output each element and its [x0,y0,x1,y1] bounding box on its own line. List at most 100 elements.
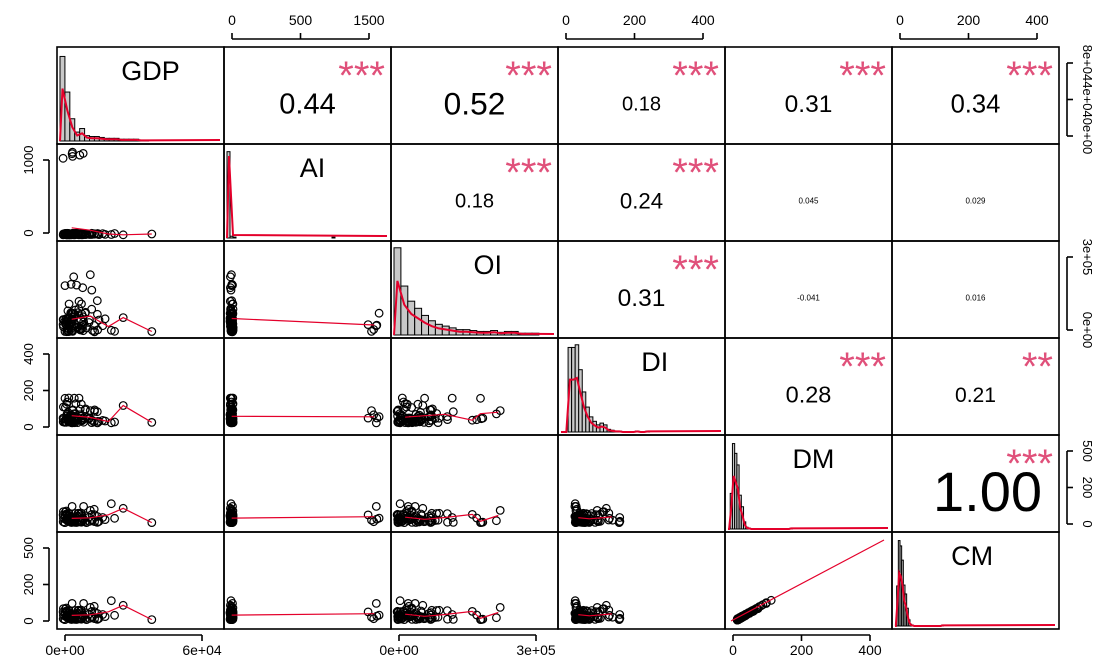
scatter-point [62,509,72,519]
axis-right-row2: 0e+00 3e+05 [1066,239,1095,348]
scatter-point [420,614,430,623]
scatter-point [416,412,426,422]
scatter-point [476,393,485,403]
axis-left-row5: 0 200 500 [21,537,50,625]
scatter-point [367,406,376,416]
scatter-point [397,393,407,403]
scatter-point [69,272,79,282]
correlation-value: 0.21 [955,384,996,407]
scatter-point [92,309,102,319]
correlation-value: 0.029 [965,196,986,205]
scatter-point [227,614,236,624]
scatter-point [62,606,72,616]
scatter-point [399,404,408,414]
scatter-di-vs-ai [225,393,384,428]
scatter-point [90,405,99,415]
scatter-point [570,599,580,608]
scatter-point [472,610,482,620]
scatter-point [442,412,452,422]
correlation-value: 0.016 [965,293,986,302]
scatter-point [374,308,384,318]
axis-bottom-col2: 0e+00 3e+05 [379,634,556,658]
tick-label: 400 [858,642,882,658]
histogram-ai: AI [226,151,388,239]
scatter-point [424,412,434,422]
scatter-oi-vs-gdp [58,270,157,337]
scatter-point [93,614,103,624]
panel-border [724,143,893,242]
tick-label: 200 [21,380,36,402]
scatter-point [61,507,70,517]
scatter-point [87,510,97,519]
histogram-oi: OI [393,247,555,336]
scatter-point [420,517,430,526]
scatter-point [394,418,404,427]
scatter-point [363,607,373,617]
scatter-point [98,513,108,522]
scatter-point [579,508,588,518]
scatter-point [118,600,128,610]
matrix-panels: GDPAIOIDIDMCM0.44***0.52***0.18***0.31**… [56,46,1060,630]
scatter-point [766,595,776,605]
smoother-line [231,516,375,519]
panel-border [724,240,893,339]
scatter-point [492,613,501,623]
scatter-point [67,512,76,522]
histogram-bar [421,314,430,336]
scatter-point [425,405,435,415]
correlation-value: 0.24 [620,188,663,213]
axis-bottom-col4: 0 200 400 [729,634,882,658]
scatter-point [393,411,403,421]
scatter-point [448,615,458,624]
tick-label: 0 [1080,520,1095,527]
tick-label: 1500 [353,12,384,28]
tick-label: 400 [1025,12,1049,28]
scatter-point [418,600,428,610]
scatter-point [615,517,624,526]
scatter-point [60,281,70,291]
tick-label: 500 [21,537,36,559]
tick-label: 1000 [21,146,36,175]
smoother-line [405,610,499,619]
scatter-point [87,304,97,314]
scatter-point [72,280,81,290]
tick-label: 0 [896,12,904,28]
scatter-point [570,499,580,509]
scatter-point [434,605,444,615]
scatter-point [64,393,74,403]
scatter-point [67,599,77,608]
histogram-bar [414,307,423,336]
scatter-point [615,610,625,619]
scatter-point [110,513,119,523]
smoother-line [71,404,153,423]
correlation-cell: -0.041 [797,293,820,302]
scatter-ai-vs-gdp [58,147,157,240]
scatter-point [571,512,581,522]
scatter-point [76,399,86,409]
scatter-point [110,417,119,427]
histogram-bar [574,344,580,433]
scatter-point [615,513,625,522]
scatter-point [58,315,68,324]
tick-label: 200 [623,12,647,28]
scatter-point [78,514,88,524]
tick-label: 400 [21,343,36,365]
scatter-point [76,229,85,239]
scatter-cm-vs-gdp [58,596,157,624]
scatter-point [367,327,376,336]
smoother-line [578,613,612,617]
scatter-point [110,229,119,238]
scatter-point [420,393,430,403]
scatter-point [67,326,76,336]
scatter-point [77,299,86,309]
scatter-point [477,414,486,424]
axis-left-row3: 0 200 400 [21,343,50,431]
scatter-point [61,604,70,614]
correlation-value: 0.045 [798,196,819,205]
scatter-point [67,229,76,239]
scatter-point [78,611,88,621]
scatter-point [93,417,103,426]
scatter-point [443,517,452,527]
significance-stars: *** [338,54,385,98]
scatter-point [396,416,405,426]
